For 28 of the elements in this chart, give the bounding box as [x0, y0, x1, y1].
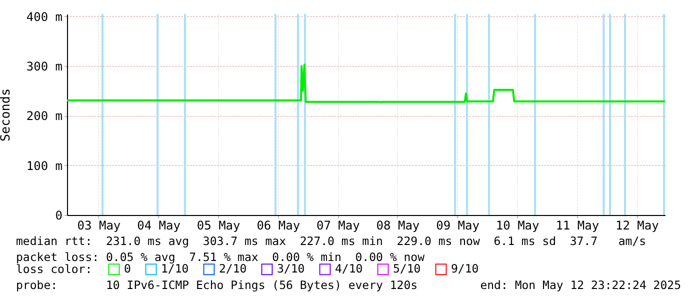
text: probe: 10 IPv6-ICMP Echo Pings (56 Bytes) every 120s [16, 277, 418, 293]
x-tick-label: 07 May [316, 218, 360, 232]
x-tick-label: 03 May [77, 218, 121, 232]
text: median rtt: 231.0 ms avg 303.7 ms max 227.0 ms min 229.0 ms now 6.1 ms sd 37.7 am/s [16, 233, 646, 249]
y-tick-label: 200 m [26, 109, 62, 124]
x-tick-label: 10 May [496, 218, 540, 232]
y-tick-label: 100 m [26, 158, 62, 173]
x-tick-label: 05 May [196, 218, 240, 232]
x-tick-label: 11 May [556, 218, 600, 232]
x-tick-label: 12 May [616, 218, 659, 232]
legend-label: 5/10 [393, 261, 421, 276]
line-series [66, 64, 666, 104]
x-tick-label: 06 May [256, 218, 300, 232]
text: packet loss: 0.05 % avg 7.51 % max 0.00 % min 0.00 % now [16, 249, 424, 264]
y-axis-title: Seconds [0, 88, 12, 142]
y-tick-label: 0 [55, 208, 62, 222]
legend-label: 3/10 [277, 261, 305, 276]
y-tick-label: 300 m [26, 60, 62, 74]
x-tick-label: 08 May [376, 218, 420, 232]
y-tick-label: 400 m [26, 10, 62, 24]
legend-title: loss color: [16, 262, 92, 276]
legend-label: 9/10 [451, 261, 479, 276]
text: end: Mon May 12 23:22:24 2025 [480, 277, 681, 293]
x-tick-label: 09 May [436, 218, 480, 232]
x-tick-label: 04 May [137, 218, 180, 232]
legend-label: 0 [124, 261, 131, 276]
legend-label: 4/10 [335, 261, 363, 276]
legend-label: 2/10 [219, 261, 247, 276]
